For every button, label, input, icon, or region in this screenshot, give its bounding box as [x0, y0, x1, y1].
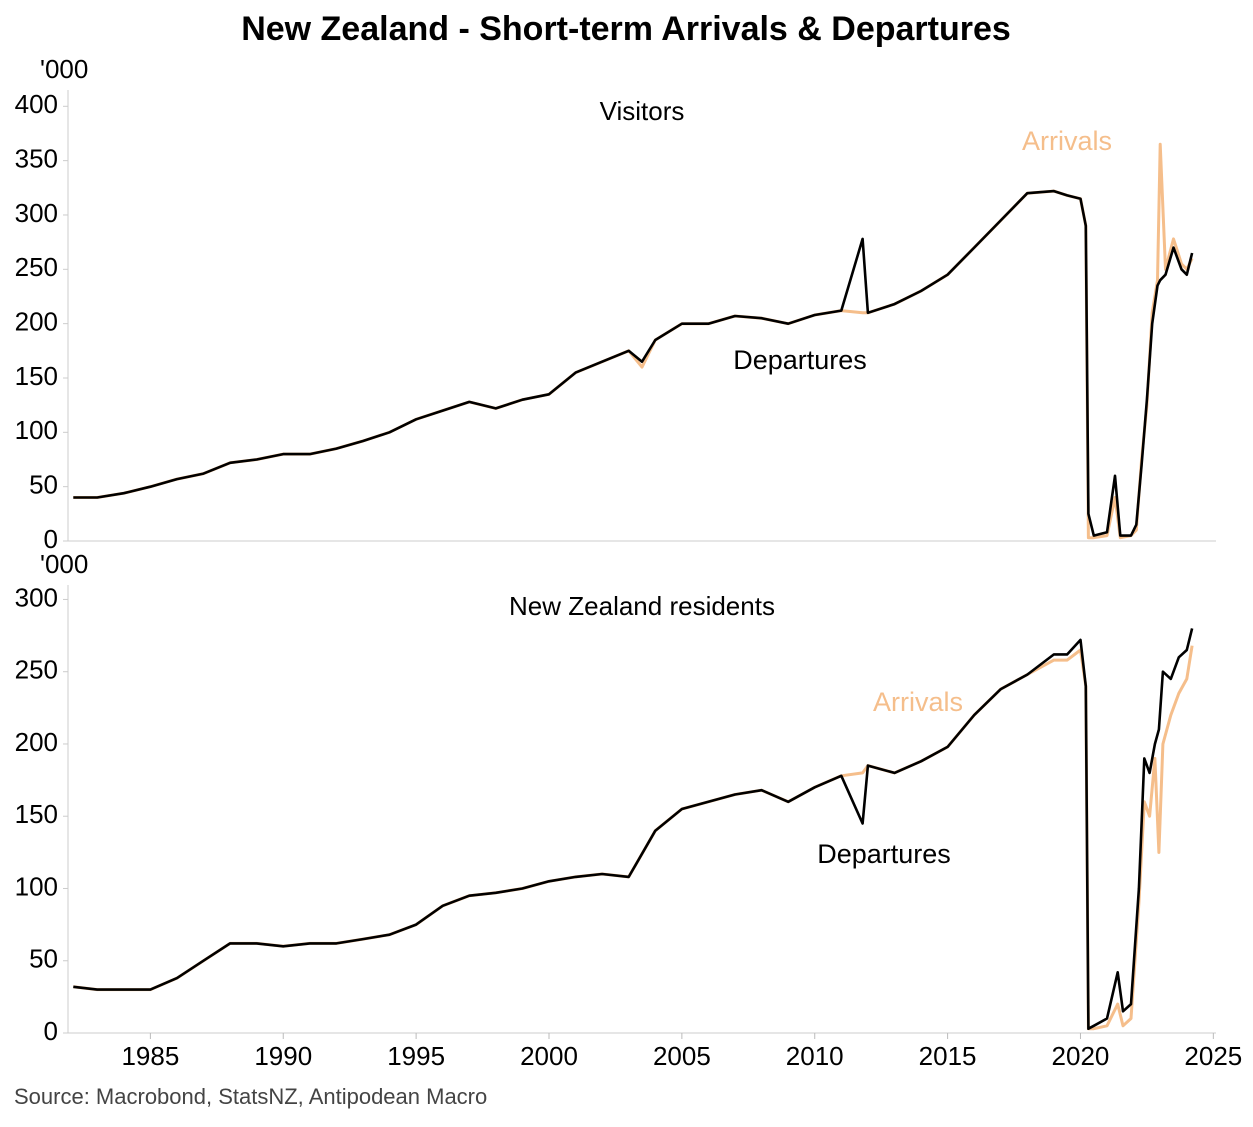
y-tick-label: 150	[15, 361, 58, 391]
y-unit-label: '000	[40, 54, 88, 84]
x-tick-label: 2025	[1184, 1041, 1242, 1071]
y-tick-label: 300	[15, 198, 58, 228]
series-annotation: Departures	[733, 345, 867, 375]
x-tick-label: 1985	[121, 1041, 179, 1071]
series-line	[73, 142, 1194, 540]
x-tick-label: 1990	[254, 1041, 312, 1071]
series-annotation: Arrivals	[1022, 126, 1112, 156]
y-tick-label: 400	[15, 89, 58, 119]
y-tick-label: 0	[44, 524, 58, 554]
y-tick-label: 300	[15, 582, 58, 612]
y-tick-label: 150	[15, 799, 58, 829]
y-tick-label: 250	[15, 252, 58, 282]
y-tick-label: 200	[15, 727, 58, 757]
series-annotation: Departures	[817, 839, 951, 869]
source: Source: Macrobond, StatsNZ, Antipodean M…	[14, 1084, 487, 1109]
panel-subtitle: New Zealand residents	[509, 591, 775, 621]
y-tick-label: 0	[44, 1016, 58, 1046]
series-annotation: Arrivals	[873, 687, 963, 717]
x-tick-label: 2020	[1052, 1041, 1110, 1071]
y-tick-label: 50	[29, 470, 58, 500]
x-tick-label: 1995	[387, 1041, 445, 1071]
y-tick-label: 250	[15, 655, 58, 685]
y-tick-label: 50	[29, 944, 58, 974]
y-tick-label: 100	[15, 415, 58, 445]
x-tick-label: 2010	[786, 1041, 844, 1071]
y-tick-label: 100	[15, 871, 58, 901]
x-tick-label: 2015	[919, 1041, 977, 1071]
panel-subtitle: Visitors	[600, 96, 685, 126]
x-tick-label: 2005	[653, 1041, 711, 1071]
series-line	[73, 645, 1194, 1031]
y-tick-label: 200	[15, 307, 58, 337]
series-line	[73, 189, 1194, 537]
series-line	[73, 628, 1194, 1030]
chart-title: New Zealand - Short-term Arrivals & Depa…	[241, 10, 1011, 48]
x-tick-label: 2000	[520, 1041, 578, 1071]
y-unit-label: '000	[40, 549, 88, 579]
y-tick-label: 350	[15, 144, 58, 174]
